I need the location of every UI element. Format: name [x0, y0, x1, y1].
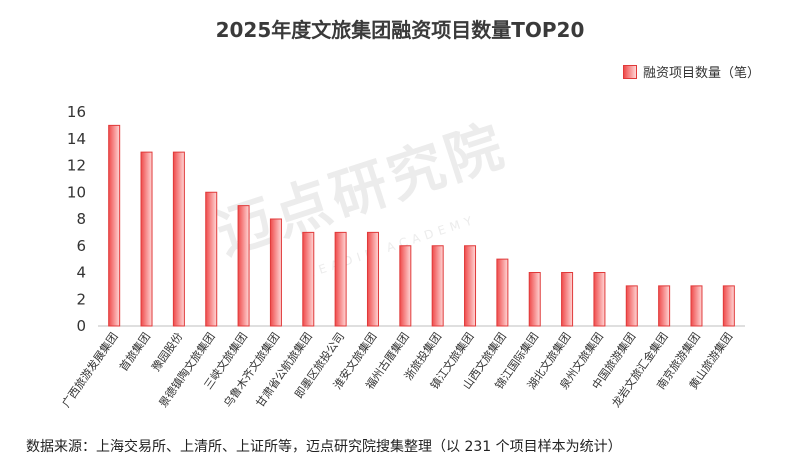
bar-17: [625, 285, 638, 327]
x-tick-label: 景德镇陶文旅集团: [156, 330, 218, 410]
bar-18: [658, 285, 671, 327]
x-tick-label: 乌鲁木齐文旅集团: [220, 330, 282, 410]
chart-title: 2025年度文旅集团融资项目数量TOP20: [215, 18, 585, 42]
bar-3: [172, 151, 185, 327]
y-tick-label: 16: [67, 103, 86, 121]
data-source-note: 数据来源：上海交易所、上清所、上证所等，迈点研究院搜集整理（以 231 个项目样…: [26, 439, 622, 455]
bar-15: [561, 272, 574, 327]
bar-2: [140, 151, 153, 327]
bar-20: [722, 285, 735, 327]
legend-label: 融资项目数量（笔）: [642, 66, 760, 81]
x-tick-label: 龙岩文旅汇金集团: [609, 330, 671, 410]
bar-13: [496, 258, 509, 327]
x-tick-label: 甘肃省公航旅集团: [253, 330, 315, 410]
bar-4: [205, 191, 218, 327]
bar-5: [237, 205, 250, 327]
x-tick-label: 首旅集团: [116, 330, 153, 374]
y-tick-label: 2: [76, 290, 86, 308]
y-tick-label: 8: [76, 210, 86, 228]
y-tick-label: 14: [67, 130, 86, 148]
bar-12: [464, 245, 477, 327]
bar-16: [593, 272, 606, 327]
bar-8: [334, 231, 347, 327]
bar-9: [366, 231, 379, 327]
bar-19: [690, 285, 703, 327]
legend: 融资项目数量（笔）: [622, 62, 760, 81]
x-tick-label: 广西旅游发展集团: [59, 330, 121, 410]
y-tick-label: 10: [67, 183, 86, 201]
bar-11: [431, 245, 444, 327]
y-tick-label: 6: [76, 237, 86, 255]
y-tick-label: 12: [67, 157, 86, 175]
y-tick-label: 4: [76, 264, 86, 282]
bar-14: [528, 272, 541, 327]
bar-6: [269, 218, 282, 327]
y-tick-label: 0: [76, 317, 86, 335]
bar-10: [399, 245, 412, 327]
bar-7: [302, 231, 315, 327]
legend-swatch: [622, 64, 637, 79]
bar-1: [108, 124, 121, 327]
